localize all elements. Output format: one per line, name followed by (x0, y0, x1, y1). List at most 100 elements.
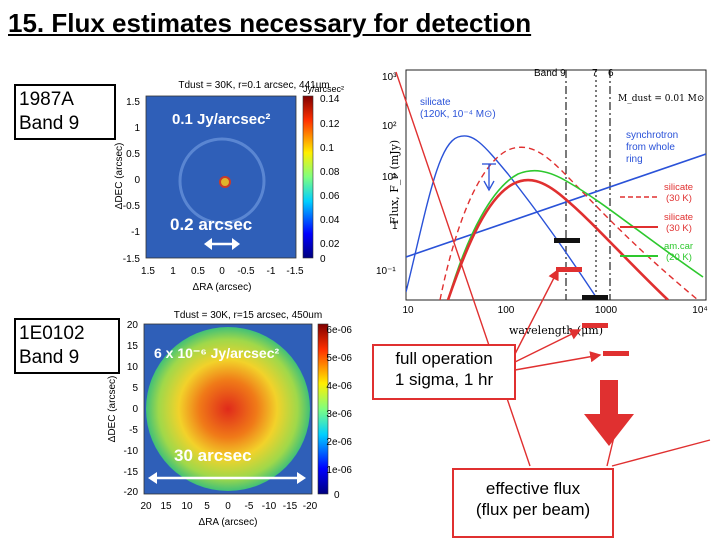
ytick: 10¹ (382, 172, 397, 183)
cbar-tick: 0.12 (320, 119, 340, 130)
xtick: 5 (204, 501, 210, 512)
sensitivity-bars (554, 238, 608, 300)
xtick: 15 (160, 501, 172, 512)
map-1987a-ring (178, 137, 266, 225)
ytick: 10⁻¹ (376, 266, 396, 277)
xtick: -10 (262, 501, 277, 512)
xtick: -1.5 (286, 266, 304, 277)
map-1987a-colorbar (302, 95, 314, 259)
label-1987a-line1: 1987A (19, 89, 74, 110)
callout-effective-line1: effective flux (485, 479, 581, 498)
xtick: -5 (245, 501, 254, 512)
cbar-tick: 0.02 (320, 239, 340, 250)
xtick: 0.5 (191, 266, 205, 277)
slide-title: 15. Flux estimates necessary for detecti… (8, 8, 532, 38)
synchrotron-line1: synchrotron (626, 130, 678, 141)
sed-legend: silicate (30 K) silicate (30 K) am.car (… (620, 182, 693, 263)
legend-silicate-solid-name: silicate (664, 212, 693, 223)
map-1987a-scale-arrow (204, 238, 240, 250)
synchrotron-line2: from whole (626, 142, 675, 153)
silicate-120k-params: (120K, 10⁻⁴ M⊙) (420, 109, 496, 120)
legend-silicate-dashed: silicate (30 K) (620, 182, 693, 204)
legend-silicate-solid-sub: (30 K) (666, 223, 692, 234)
cbar-tick: 2e-06 (326, 437, 352, 448)
xtick: 0 (219, 266, 225, 277)
map-1e0102-xlabel: ΔRA (arcsec) (199, 517, 258, 528)
ytick: 10³ (382, 72, 397, 83)
ytick: -0.5 (123, 201, 141, 212)
ytick: 10² (382, 121, 397, 132)
map-1e0102-colorbar (317, 323, 329, 495)
callout-effective-flux: effective flux (flux per beam) (452, 468, 614, 538)
xtick: 100 (498, 305, 515, 316)
silicate-120k-name: silicate (420, 97, 451, 108)
callout-sensitivity-line1: full operation (395, 349, 493, 368)
band-9-label: Band 9 (534, 68, 566, 79)
xtick: 0 (225, 501, 231, 512)
sensitivity-bar-red-3 (603, 351, 629, 356)
legend-amcar: am.car (20 K) (620, 241, 693, 263)
sed-band-labels: Band 9 7 6 (534, 68, 614, 79)
legend-silicate-solid: silicate (30 K) (620, 212, 693, 234)
legend-silicate-dashed-sub: (30 K) (666, 193, 692, 204)
cbar-tick: 0.14 (320, 94, 340, 105)
cbar-tick: 0.06 (320, 191, 340, 202)
xtick: -0.5 (237, 266, 255, 277)
label-1e0102: 1E0102 Band 9 (14, 318, 120, 374)
cbar-tick: 1e-06 (326, 465, 352, 476)
ytick: -20 (124, 487, 139, 498)
map-1e0102-colorbar-ticks: 6e-06 5e-06 4e-06 3e-06 2e-06 1e-06 0 (326, 325, 352, 501)
sed-frame (405, 69, 707, 301)
ytick: 1 (392, 221, 398, 232)
map-1e0102-yticks: 20 15 10 5 0 -5 -10 -15 -20 (124, 320, 139, 498)
cbar-tick: 6e-06 (326, 325, 352, 336)
map-1987a-yticks: 1.5 1 0.5 0 -0.5 -1 -1.5 (123, 97, 141, 265)
map-1e0102-header: Tdust = 30K, r=15 arcsec, 450um (174, 310, 322, 321)
sed-ylabel: Flux, F_ν (mJy) (388, 140, 401, 224)
sed-mdust-label: M_dust = 0.01 M⊙ (618, 94, 704, 104)
ytick: 15 (127, 341, 139, 352)
map-1987a-xlabel: ΔRA (arcsec) (193, 282, 252, 293)
cbar-tick: 3e-06 (326, 409, 352, 420)
callout-effective-line2: (flux per beam) (475, 500, 591, 519)
sensitivity-bar-red-1 (556, 267, 582, 272)
arrow-to-bar-3 (514, 351, 602, 371)
map-1987a-flux-overlay: 0.1 Jy/arcsec² (172, 111, 270, 128)
cbar-tick: 5e-06 (326, 353, 352, 364)
legend-amcar-name: am.car (664, 241, 693, 252)
sed-plot: Band 9 7 6 M_dust = 0.01 M⊙ silicate (12… (376, 68, 708, 337)
label-1987a: 1987A Band 9 (14, 84, 116, 140)
map-1987a-source (219, 176, 231, 188)
xtick: 1000 (595, 305, 618, 316)
cbar-tick: 0.08 (320, 167, 340, 178)
map-1987a-field (146, 96, 296, 258)
map-1987a-frame (145, 95, 297, 259)
ytick: 20 (127, 320, 139, 331)
ytick: 0.5 (126, 149, 140, 160)
sensitivity-bar-black-1 (554, 238, 580, 243)
ytick: 10 (127, 362, 139, 373)
label-1e0102-line1: 1E0102 (19, 323, 85, 344)
ytick: -15 (124, 467, 139, 478)
sed-band-lines (565, 70, 611, 300)
map-1e0102-ylabel: ΔDEC (arcsec) (107, 376, 118, 443)
band-7-label: 7 (592, 68, 598, 79)
cbar-tick: 0 (334, 490, 340, 501)
ytick: -10 (124, 446, 139, 457)
callout-sensitivity: full operation 1 sigma, 1 hr (372, 344, 516, 400)
map-1987a-xticks: 1.5 1 0.5 0 -0.5 -1 -1.5 (141, 266, 304, 277)
xtick: 1 (170, 266, 176, 277)
xtick: 20 (140, 501, 152, 512)
ytick: 1.5 (126, 97, 140, 108)
xtick: 10 (181, 501, 193, 512)
band-6-label: 6 (608, 68, 614, 79)
ytick: 1 (134, 123, 140, 134)
legend-silicate-dashed-name: silicate (664, 182, 693, 193)
downward-arrow (584, 380, 634, 446)
sed-xticks: 10 100 1000 10⁴ (402, 305, 707, 316)
map-1987a-ylabel: ΔDEC (arcsec) (114, 143, 125, 210)
cbar-tick: 0.1 (320, 143, 334, 154)
map-1987a-size-overlay: 0.2 arcsec (170, 215, 252, 234)
arrow-effective-3 (611, 439, 711, 467)
ytick: 0 (134, 175, 140, 186)
